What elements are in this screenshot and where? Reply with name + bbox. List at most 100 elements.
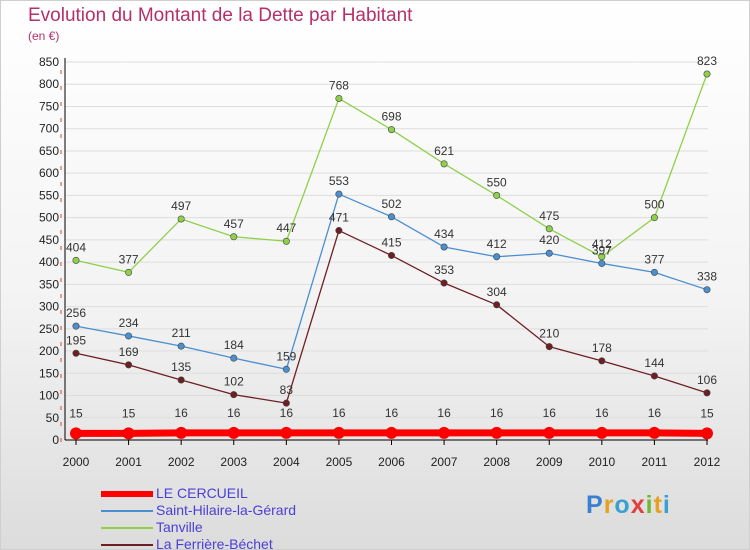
data-label: 768 [329,78,349,92]
data-label: 338 [697,270,717,284]
data-label: 211 [172,326,191,340]
series-line-1 [75,193,708,370]
logo-letter: t [653,491,663,519]
y-tick-label: 750 [39,99,59,113]
legend-swatch [101,527,153,529]
data-label: 497 [171,199,191,213]
y-tick-label: 450 [39,233,59,247]
logo-letter: r [603,491,615,519]
data-point [493,191,501,199]
data-label: 621 [434,144,454,158]
data-label: 377 [644,252,664,266]
y-tick-label: 850 [39,55,59,69]
data-point [595,426,608,439]
x-tick-label: 2008 [483,455,510,469]
data-point [650,214,658,222]
legend-swatch [101,510,153,512]
y-tick-label: 350 [39,277,59,291]
legend-label: LE CERCUEIL [156,485,248,501]
y-tick-label: 800 [39,77,59,91]
data-point [230,354,238,362]
data-label: 698 [381,110,401,124]
logo-letter: P [586,491,604,519]
data-point [490,426,503,439]
data-point [703,389,711,397]
data-label: 553 [329,174,349,188]
data-point [598,357,606,365]
data-label: 16 [332,406,346,420]
data-point [493,301,501,309]
data-label: 144 [644,356,664,370]
data-point [177,215,185,223]
data-label: 234 [119,316,139,330]
x-tick-label: 2011 [642,455,668,469]
data-label: 420 [539,233,559,247]
x-tick-label: 2000 [63,455,90,469]
data-point [125,332,133,340]
data-point [335,94,343,102]
data-point [598,253,606,261]
data-point [493,253,501,261]
x-tick-label: 2003 [220,455,247,469]
data-point [227,426,240,439]
data-point [701,427,713,440]
x-tick-label: 2012 [694,455,721,469]
data-point [598,259,606,267]
data-label: 457 [224,217,244,231]
data-label: 16 [174,406,188,420]
x-tick-label: 2004 [273,455,300,469]
y-tick-label: 150 [39,366,59,380]
data-point [387,251,395,259]
data-label: 404 [66,240,86,254]
y-tick-label: 300 [39,300,59,314]
data-point [648,426,661,439]
legend-label: La Ferrière-Béchet [156,536,273,550]
data-point [125,268,133,276]
data-point [545,225,553,233]
data-point [72,322,80,330]
y-tick-label: 400 [39,255,59,269]
data-point [280,426,293,439]
data-point [335,190,343,198]
x-tick-label: 2005 [326,455,353,469]
data-point [543,426,556,439]
logo-letter: o [614,491,631,519]
data-label: 184 [224,338,244,352]
data-label: 471 [329,211,349,225]
data-point [332,426,345,439]
data-point [72,256,80,264]
data-point [545,249,553,257]
data-label: 16 [543,406,557,420]
data-label: 550 [487,175,507,189]
data-label: 447 [276,221,296,235]
data-point [650,268,658,276]
x-tick-label: 2007 [431,455,458,469]
legend-swatch [101,544,153,546]
x-tick-label: 2009 [536,455,563,469]
data-label: 159 [276,349,296,363]
data-point [122,427,135,440]
chart-title: Evolution du Montant de la Dette par Hab… [28,5,413,26]
data-point [282,399,290,407]
logo-letter: i [645,491,654,519]
data-label: 434 [434,227,454,241]
y-tick-label: 250 [39,322,59,336]
data-label: 16 [437,406,451,420]
data-label: 15 [700,406,714,420]
data-point [650,372,658,380]
data-point [440,160,448,168]
y-tick-label: 100 [39,389,59,403]
data-label: 16 [385,406,399,420]
data-label: 178 [592,341,612,355]
data-label: 106 [697,373,717,387]
data-label: 135 [171,360,191,374]
data-point [175,426,188,439]
y-tick-label: 0 [52,433,59,447]
y-tick-label: 650 [39,144,59,158]
data-label: 415 [381,235,401,249]
data-point [177,376,185,384]
data-point [703,286,711,294]
data-point [125,361,133,369]
data-label: 169 [119,345,139,359]
data-label: 16 [280,406,294,420]
